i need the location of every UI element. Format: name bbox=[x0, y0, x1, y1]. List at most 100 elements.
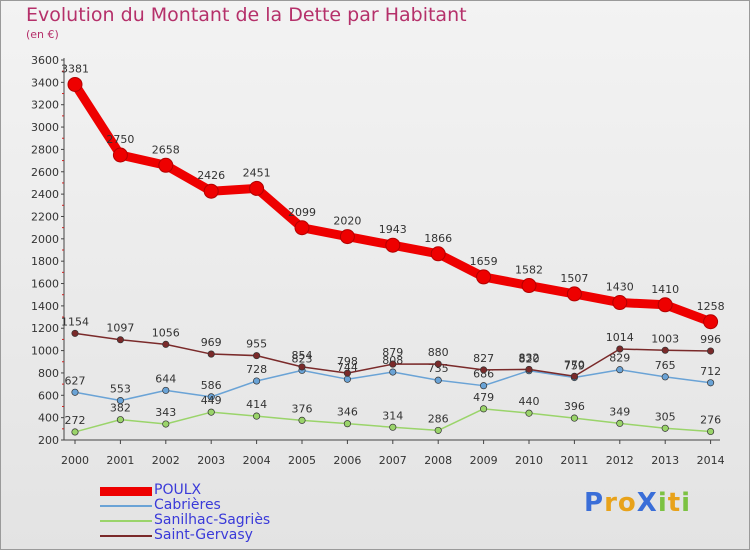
data-label-poulx: 2426 bbox=[197, 169, 225, 182]
data-label-saint-gervasy: 1097 bbox=[106, 322, 134, 335]
data-point-cabri-res bbox=[207, 393, 215, 401]
data-label-saint-gervasy: 827 bbox=[473, 352, 494, 365]
x-tick-label: 2005 bbox=[288, 454, 316, 467]
x-tick-label: 2002 bbox=[152, 454, 180, 467]
data-label-sanilhac-sagri-s: 272 bbox=[65, 414, 86, 427]
data-label-poulx: 1943 bbox=[379, 223, 407, 236]
chart-title: Evolution du Montant de la Dette par Hab… bbox=[26, 4, 467, 26]
x-tick-label: 2009 bbox=[470, 454, 498, 467]
data-point-poulx bbox=[112, 147, 128, 163]
data-point-poulx bbox=[703, 314, 719, 330]
data-label-cabri-res: 728 bbox=[246, 363, 267, 376]
y-tick-label: 2800 bbox=[31, 143, 59, 156]
data-point-saint-gervasy bbox=[707, 347, 715, 355]
data-point-sanilhac-sagri-s bbox=[253, 412, 261, 420]
data-point-cabri-res bbox=[71, 388, 79, 396]
data-label-sanilhac-sagri-s: 414 bbox=[246, 398, 267, 411]
logo-letter: i bbox=[681, 488, 692, 518]
data-point-saint-gervasy bbox=[253, 352, 261, 360]
x-tick-label: 2013 bbox=[651, 454, 679, 467]
data-point-sanilhac-sagri-s bbox=[389, 423, 397, 431]
data-point-saint-gervasy bbox=[480, 366, 488, 374]
data-point-poulx bbox=[203, 183, 219, 199]
data-label-sanilhac-sagri-s: 479 bbox=[473, 391, 494, 404]
data-point-sanilhac-sagri-s bbox=[707, 427, 715, 436]
x-tick-label: 2012 bbox=[606, 454, 634, 467]
data-label-saint-gervasy: 854 bbox=[292, 349, 313, 362]
data-label-cabri-res: 823 bbox=[292, 352, 313, 365]
data-label-saint-gervasy: 1056 bbox=[152, 326, 180, 339]
data-label-poulx: 1659 bbox=[470, 255, 498, 268]
data-label-poulx: 1866 bbox=[424, 232, 452, 245]
y-tick-label: 400 bbox=[38, 412, 59, 425]
data-label-sanilhac-sagri-s: 382 bbox=[110, 402, 131, 415]
data-label-poulx: 1258 bbox=[697, 300, 725, 313]
x-tick-label: 2010 bbox=[515, 454, 543, 467]
data-point-sanilhac-sagri-s bbox=[162, 420, 170, 428]
data-label-cabri-res: 712 bbox=[700, 365, 721, 378]
data-point-poulx bbox=[430, 246, 446, 262]
data-point-cabri-res bbox=[116, 396, 124, 405]
data-point-saint-gervasy bbox=[207, 350, 215, 358]
data-label-cabri-res: 765 bbox=[655, 359, 676, 372]
proxiti-logo: ProXiti bbox=[584, 488, 691, 518]
data-point-cabri-res bbox=[162, 386, 170, 394]
data-label-cabri-res: 744 bbox=[337, 361, 358, 374]
y-tick-label: 1200 bbox=[31, 322, 59, 335]
data-point-poulx bbox=[249, 180, 265, 196]
data-point-poulx bbox=[294, 220, 310, 236]
y-tick-label: 3200 bbox=[31, 99, 59, 112]
y-tick-label: 2200 bbox=[31, 210, 59, 223]
data-point-sanilhac-sagri-s bbox=[298, 416, 306, 424]
logo-letter: i bbox=[657, 488, 668, 518]
data-label-poulx: 1582 bbox=[515, 264, 543, 277]
data-point-cabri-res bbox=[616, 366, 624, 374]
x-tick-label: 2014 bbox=[697, 454, 725, 467]
data-point-poulx bbox=[521, 278, 537, 294]
data-label-saint-gervasy: 770 bbox=[564, 358, 585, 371]
data-label-saint-gervasy: 1154 bbox=[61, 315, 89, 328]
x-tick-label: 2000 bbox=[61, 454, 89, 467]
data-label-sanilhac-sagri-s: 349 bbox=[609, 405, 630, 418]
data-label-sanilhac-sagri-s: 276 bbox=[700, 414, 721, 427]
data-label-sanilhac-sagri-s: 305 bbox=[655, 410, 676, 423]
data-label-sanilhac-sagri-s: 346 bbox=[337, 406, 358, 419]
data-point-sanilhac-sagri-s bbox=[480, 405, 488, 413]
y-tick-label: 3600 bbox=[31, 54, 59, 67]
data-point-sanilhac-sagri-s bbox=[343, 420, 351, 428]
data-point-sanilhac-sagri-s bbox=[661, 424, 669, 432]
y-tick-label: 1800 bbox=[31, 255, 59, 268]
data-label-saint-gervasy: 955 bbox=[246, 338, 267, 351]
data-point-cabri-res bbox=[661, 373, 669, 381]
data-point-saint-gervasy bbox=[570, 372, 578, 380]
data-point-sanilhac-sagri-s bbox=[434, 426, 442, 434]
data-point-saint-gervasy bbox=[389, 360, 397, 368]
logo-letter: P bbox=[584, 488, 605, 518]
data-label-cabri-res: 759 bbox=[564, 360, 585, 373]
legend-swatch-sanilhac-sagri-s bbox=[100, 520, 152, 522]
data-point-saint-gervasy bbox=[343, 369, 351, 377]
data-point-cabri-res bbox=[707, 379, 715, 387]
data-label-poulx: 3381 bbox=[61, 62, 89, 75]
data-label-cabri-res: 627 bbox=[65, 374, 86, 387]
data-point-poulx bbox=[566, 286, 582, 302]
legend-label-sanilhac-sagri-s: Sanilhac-Sagriès bbox=[154, 512, 271, 528]
data-label-saint-gervasy: 879 bbox=[382, 346, 403, 359]
data-point-cabri-res bbox=[389, 368, 397, 376]
data-point-sanilhac-sagri-s bbox=[525, 409, 533, 417]
data-label-poulx: 1410 bbox=[651, 283, 679, 296]
data-point-saint-gervasy bbox=[525, 365, 533, 373]
y-tick-label: 2600 bbox=[31, 166, 59, 179]
x-tick-label: 2006 bbox=[333, 454, 361, 467]
data-label-cabri-res: 735 bbox=[428, 362, 449, 375]
data-label-poulx: 1507 bbox=[560, 272, 588, 285]
data-label-cabri-res: 686 bbox=[473, 368, 494, 381]
logo-letter: t bbox=[667, 488, 682, 518]
data-label-sanilhac-sagri-s: 286 bbox=[428, 412, 449, 425]
x-tick-label: 2004 bbox=[243, 454, 271, 467]
legend-label-cabri-res: Cabrières bbox=[154, 497, 221, 513]
data-point-poulx bbox=[612, 295, 628, 311]
legend-label-poulx: POULX bbox=[154, 482, 202, 498]
